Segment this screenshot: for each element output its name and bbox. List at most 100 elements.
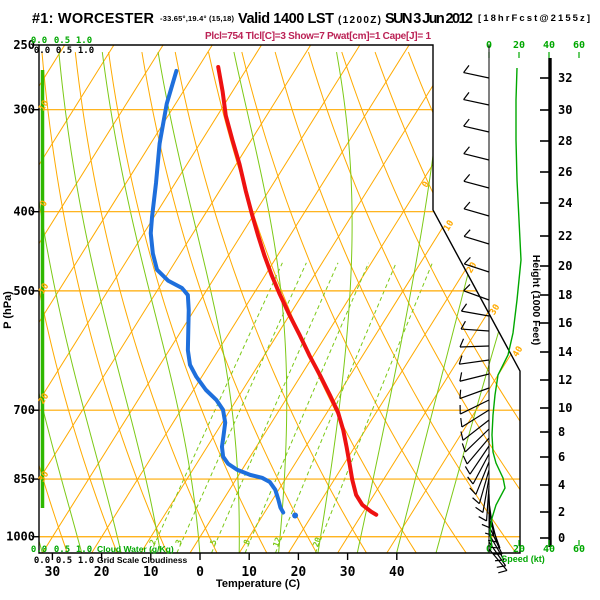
wind-barb [463,208,490,217]
speed-tick-label: 40 [543,40,555,51]
wind-barb [466,437,490,465]
height-tick-label: 0 [558,531,565,545]
cloud-water-scale-value: 0.0 [31,36,47,46]
wind-barb [459,399,490,415]
pressure-tick-label: 500 [13,284,35,298]
isotherm-label-right: 40 [511,345,525,359]
height-tick-label: 28 [558,134,572,148]
wind-barb [459,345,490,348]
temperature-curve [216,65,379,517]
mixing-ratio-label: 5 [208,538,218,546]
wind-barb-feather [460,431,464,441]
pressure-tick-label: 400 [13,205,35,219]
wind-barb [463,99,490,106]
isotherm-label-left: 20 [37,392,51,406]
station-coords: -33.65°,19.4° (15,18) [160,14,235,23]
dry-adiabat-line [307,51,520,553]
isotherm-line [238,45,520,553]
dry-adiabat-line [41,51,168,553]
wind-barb [461,328,490,332]
wind-barb-feather [463,229,471,237]
mixing-ratio-line [150,262,283,553]
cloudiness-scale-value: 0.0 [34,556,50,566]
wind-barb-feather [461,443,466,453]
cloudiness-scale-value: 0.0 [34,46,50,56]
height-tick-label: 20 [558,259,572,273]
grid-scale-cloudiness-label: Grid Scale Cloudiness [97,555,187,565]
wind-barb-feather [467,476,474,485]
wind-barb-feather [459,389,462,399]
sounding-profiles [148,65,379,519]
mixing-ratio-line [176,262,307,553]
height-tick-label: 16 [558,316,572,330]
cloud-water-scale-label: Cloud Water (g/Kg) [97,544,174,554]
isotherm-label-right: 10 [442,219,456,233]
moist-adiabat-line [157,51,240,553]
mixing-ratio-label: 3 [174,538,184,546]
wind-profile-column [458,45,522,574]
wind-barb-feather [481,523,491,529]
moist-adiabat-line [435,51,520,553]
wind-barb [482,477,490,513]
wind-barb-feather [462,455,468,465]
wind-barb-feather [498,569,508,574]
sounding-parameters: Plcl=754 Tlcl[C]=3 Show=7 Pwat[cm]=1 Cap… [205,31,431,42]
wind-barb [475,461,490,495]
forecast-tag: [18hrFcst@2155z] [478,13,590,24]
moist-adiabat-line [39,51,122,553]
temperature-tick-label: 10 [241,565,257,580]
mixing-ratio-line [314,262,433,553]
height-tick-label: 32 [558,71,572,85]
wind-barb-feather [478,516,487,522]
wind-barb [488,525,503,555]
wind-barb-feather [494,559,505,562]
wind-barb [464,263,490,273]
moist-adiabat-line [39,52,83,553]
plot-frame [38,44,521,554]
height-tick-label: 8 [558,425,565,439]
wind-barb [459,387,490,400]
isotherm-line [39,45,312,553]
moist-adiabat-line [233,51,288,553]
mixing-ratio-label: 8 [242,538,252,546]
wind-barb [485,485,490,521]
dry-adiabat-line [241,51,467,553]
pressure-axis-label: P (hPa) [2,291,14,329]
valid-date: SUN 3 Jun 2012 [385,11,473,27]
speed-axis-label: Speed (kt) [501,554,545,564]
wind-barb-feather [463,173,471,182]
valid-zulu: (1200Z) [338,15,381,26]
cloud-water-scale-value: 0.5 [54,545,70,555]
plot-border [38,44,521,554]
cloud-water-scale-value: 0.5 [54,36,70,46]
wind-barb [488,548,508,571]
wind-barb-feather [463,65,470,73]
wind-barb [463,180,490,189]
pressure-tick-label: 300 [13,103,35,117]
temperature-tick-label: 40 [389,565,405,580]
height-tick-label: 18 [558,288,572,302]
cloud-water-scale-value: 1.0 [76,545,92,555]
wind-barb [461,310,490,317]
wind-barb [463,290,490,301]
moist-adiabat-line [101,51,201,553]
wind-barb [463,235,490,245]
wind-barb [461,409,490,428]
pressure-tick-label: 700 [13,403,35,417]
cloudiness-scale-value: 0.5 [56,46,72,56]
temperature-tick-label: 30 [340,565,356,580]
wind-barb [463,72,490,79]
wind-barb [459,373,490,382]
wind-barb-feather [464,466,471,475]
isotherm-line [287,45,520,553]
cloudiness-scale-value: 1.0 [78,556,94,566]
wind-barb-feather [463,92,470,100]
isotherm-label-left: 0 [39,199,50,209]
isotherm-line [39,45,115,553]
wind-barb [459,359,490,365]
wind-barb-feather [496,565,506,568]
wind-barb-feather [463,118,470,127]
wind-barb-feather [475,506,484,513]
